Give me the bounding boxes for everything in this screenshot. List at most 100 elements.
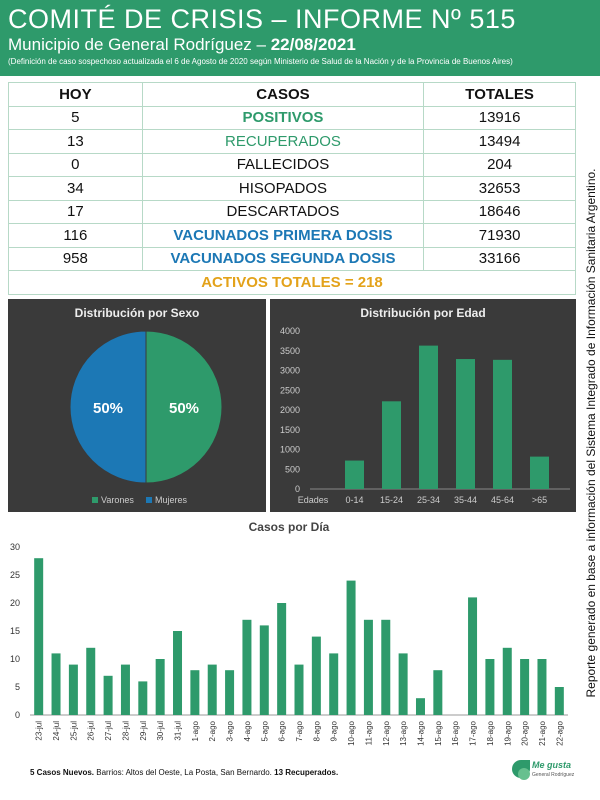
row-hoy: 13 bbox=[8, 129, 143, 154]
x-tick-label: 9-ago bbox=[330, 720, 339, 741]
footer-summary: 5 Casos Nuevos. Barrios: Altos del Oeste… bbox=[30, 768, 338, 777]
daily-chart-title: Casos por Día bbox=[248, 520, 330, 534]
row-totales: 18646 bbox=[423, 199, 576, 224]
pie-data-label: 50% bbox=[93, 400, 123, 417]
row-totales: 32653 bbox=[423, 176, 576, 201]
y-tick-label: 2000 bbox=[280, 405, 300, 415]
daily-bar bbox=[294, 664, 304, 715]
footer-recovered: 13 Recuperados. bbox=[274, 768, 339, 777]
x-tick-label: 4-ago bbox=[243, 720, 252, 741]
daily-bar bbox=[554, 687, 564, 715]
x-tick-label: 45-64 bbox=[491, 495, 514, 505]
age-bar bbox=[493, 359, 512, 489]
source-side-note: Reporte generado en base a información d… bbox=[584, 88, 598, 788]
report-subtitle: Municipio de General Rodríguez – 22/08/2… bbox=[8, 34, 592, 56]
table-row: 13 RECUPERADOS 13494 bbox=[8, 129, 576, 154]
header-casos: CASOS bbox=[141, 82, 425, 107]
row-hoy: 34 bbox=[8, 176, 143, 201]
legend-swatch bbox=[146, 497, 152, 503]
activos-totales: ACTIVOS TOTALES = 218 bbox=[8, 270, 576, 295]
row-totales: 13494 bbox=[423, 129, 576, 154]
source-text: Reporte generado en base a información d… bbox=[584, 168, 598, 698]
row-hoy: 0 bbox=[8, 152, 143, 177]
x-tick-label: 13-ago bbox=[399, 720, 408, 745]
row-casos: HISOPADOS bbox=[141, 176, 425, 201]
y-tick-label: 1000 bbox=[280, 445, 300, 455]
legend-label: Mujeres bbox=[155, 495, 188, 505]
daily-bar bbox=[346, 580, 356, 715]
x-tick-label: 3-ago bbox=[226, 720, 235, 741]
x-tick-label: 8-ago bbox=[312, 720, 321, 741]
table-row: 0 FALLECIDOS 204 bbox=[8, 152, 576, 177]
daily-bar bbox=[138, 681, 148, 715]
y-tick-label: 3500 bbox=[280, 346, 300, 356]
legend-swatch bbox=[92, 497, 98, 503]
logo-text: Me gusta bbox=[532, 760, 572, 770]
report-header: COMITÉ DE CRISIS – INFORME Nº 515 Munici… bbox=[0, 0, 600, 76]
x-tick-label: 10-ago bbox=[347, 720, 356, 745]
table-row: 5 POSITIVOS 13916 bbox=[8, 105, 576, 130]
table-row: 34 HISOPADOS 32653 bbox=[8, 176, 576, 201]
daily-bar bbox=[468, 597, 478, 715]
row-casos: VACUNADOS PRIMERA DOSIS bbox=[141, 223, 425, 248]
table-row: 958 VACUNADOS SEGUNDA DOSIS 33166 bbox=[8, 246, 576, 271]
y-tick-label: 2500 bbox=[280, 385, 300, 395]
footer-barrios: Barrios: Altos del Oeste, La Posta, San … bbox=[94, 768, 275, 777]
x-tick-label: 2-ago bbox=[208, 720, 217, 741]
age-distribution-panel: Distribución por Edad 0 500 1000 1500 2000 25… bbox=[270, 299, 576, 512]
report-date: 22/08/2021 bbox=[270, 35, 356, 54]
x-tick-label: 30-jul bbox=[156, 721, 165, 741]
row-casos: VACUNADOS SEGUNDA DOSIS bbox=[141, 246, 425, 271]
me-gusta-logo: Me gusta General Rodríguez bbox=[512, 758, 574, 792]
y-tick-label: 1500 bbox=[280, 425, 300, 435]
daily-bar bbox=[485, 659, 495, 715]
row-hoy: 958 bbox=[8, 246, 143, 271]
municipality-label: Municipio de General Rodríguez – bbox=[8, 35, 271, 54]
daily-bar bbox=[68, 664, 78, 715]
row-casos: POSITIVOS bbox=[141, 105, 425, 130]
x-tick-label: 28-jul bbox=[121, 721, 130, 741]
x-tick-label: 14-ago bbox=[416, 720, 425, 745]
x-tick-label: 29-jul bbox=[139, 721, 148, 741]
cases-table-header: HOY CASOS TOTALES bbox=[8, 82, 576, 107]
logo-subtext: General Rodríguez bbox=[532, 772, 575, 778]
x-tick-label: 16-ago bbox=[451, 720, 460, 745]
header-hoy: HOY bbox=[8, 82, 143, 107]
x-tick-label: 27-jul bbox=[104, 721, 113, 741]
x-tick-label: 20-ago bbox=[521, 720, 530, 745]
row-totales: 33166 bbox=[423, 246, 576, 271]
footer-new-cases: 5 Casos Nuevos. bbox=[30, 768, 95, 777]
y-tick-label: 5 bbox=[15, 682, 20, 692]
row-casos: RECUPERADOS bbox=[141, 129, 425, 154]
table-row: 116 VACUNADOS PRIMERA DOSIS 71930 bbox=[8, 223, 576, 248]
row-totales: 71930 bbox=[423, 223, 576, 248]
x-tick-label: 11-ago bbox=[364, 720, 373, 745]
y-tick-label: 4000 bbox=[280, 326, 300, 336]
daily-bar bbox=[190, 670, 200, 715]
x-tick-label: 19-ago bbox=[503, 720, 512, 745]
x-tick-label: 21-ago bbox=[538, 720, 547, 745]
daily-bar bbox=[259, 625, 269, 715]
daily-cases-panel: Casos por Día 0 5 10 15 20 25 30 23-jul 24-jul 25… bbox=[0, 518, 578, 758]
y-tick-label: 500 bbox=[285, 464, 300, 474]
pie-slice-mujeres bbox=[69, 330, 147, 484]
daily-bar bbox=[502, 647, 512, 715]
row-casos: FALLECIDOS bbox=[141, 152, 425, 177]
daily-bar bbox=[363, 619, 373, 715]
cases-table: HOY CASOS TOTALES 5 POSITIVOS 13916 13 R… bbox=[8, 82, 576, 295]
age-bar-chart: 0 500 1000 1500 2000 2500 3000 3500 4000 Edades 0-… bbox=[280, 326, 570, 505]
row-totales: 13916 bbox=[423, 105, 576, 130]
age-bar bbox=[382, 401, 401, 489]
daily-bar bbox=[155, 659, 165, 715]
age-bar bbox=[456, 359, 475, 489]
x-tick-label: 0-14 bbox=[345, 495, 363, 505]
x-tick-label: 25-jul bbox=[69, 721, 78, 741]
y-tick-label: 25 bbox=[10, 570, 20, 580]
daily-bar bbox=[381, 619, 391, 715]
sex-chart-title: Distribución por Sexo bbox=[74, 306, 200, 320]
age-chart-title: Distribución por Edad bbox=[360, 306, 486, 320]
pie-slice-varones bbox=[145, 330, 223, 484]
header-totales: TOTALES bbox=[423, 82, 576, 107]
y-tick-label: 0 bbox=[295, 484, 300, 494]
x-tick-label: 25-34 bbox=[417, 495, 440, 505]
